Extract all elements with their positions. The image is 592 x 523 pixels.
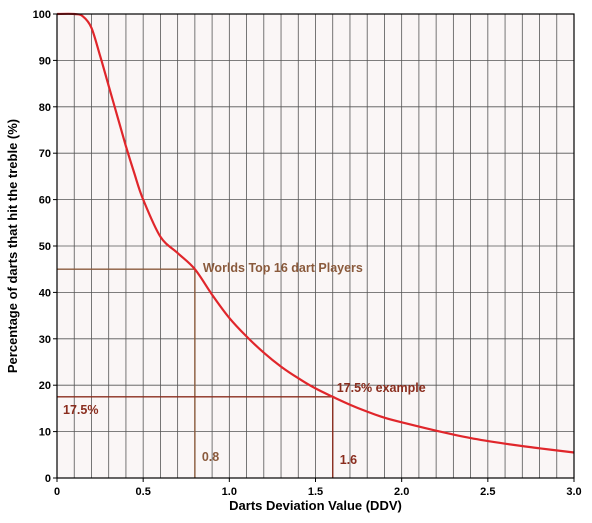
y-axis-title: Percentage of darts that hit the treble … [5, 119, 20, 373]
y-tick-label: 100 [33, 9, 51, 21]
x-tick-label: 3.0 [566, 486, 581, 498]
guide-lines [57, 268, 334, 478]
axis-ticks: 0 0.5 1.0 1.5 2.0 2.5 3.0 0 10 20 30 40 50 60 70 80 90 10… [33, 9, 582, 498]
y-tick-label: 80 [39, 102, 51, 114]
x-tick-label: 0 [54, 486, 60, 498]
x-tick-label: 2.0 [394, 486, 409, 498]
grid-lines [57, 14, 574, 478]
y-tick-label: 10 [39, 427, 51, 439]
y-tick-label: 20 [39, 380, 51, 392]
annotation-label: 17.5% [63, 403, 98, 417]
y-tick-label: 0 [45, 473, 51, 485]
series-lines [56, 12, 575, 454]
y-tick-label: 60 [39, 195, 51, 207]
annotation-label: Worlds Top 16 dart Players [203, 261, 363, 275]
y-tick-label: 40 [39, 287, 51, 299]
annotation-label: 1.6 [340, 453, 357, 467]
x-tick-label: 2.5 [480, 486, 495, 498]
x-tick-label: 1.0 [222, 486, 237, 498]
y-tick-label: 70 [39, 148, 51, 160]
x-tick-label: 0.5 [136, 486, 151, 498]
x-tick-label: 1.5 [308, 486, 323, 498]
series-line [56, 12, 575, 454]
x-axis-title: Darts Deviation Value (DDV) [229, 498, 402, 513]
y-tick-label: 30 [39, 334, 51, 346]
annotation-label: 0.8 [202, 450, 219, 464]
annotations: Worlds Top 16 dart Players 17.5% example 1… [63, 261, 426, 467]
y-tick-label: 50 [39, 241, 51, 253]
y-tick-label: 90 [39, 55, 51, 67]
annotation-label: 17.5% example [337, 381, 426, 395]
